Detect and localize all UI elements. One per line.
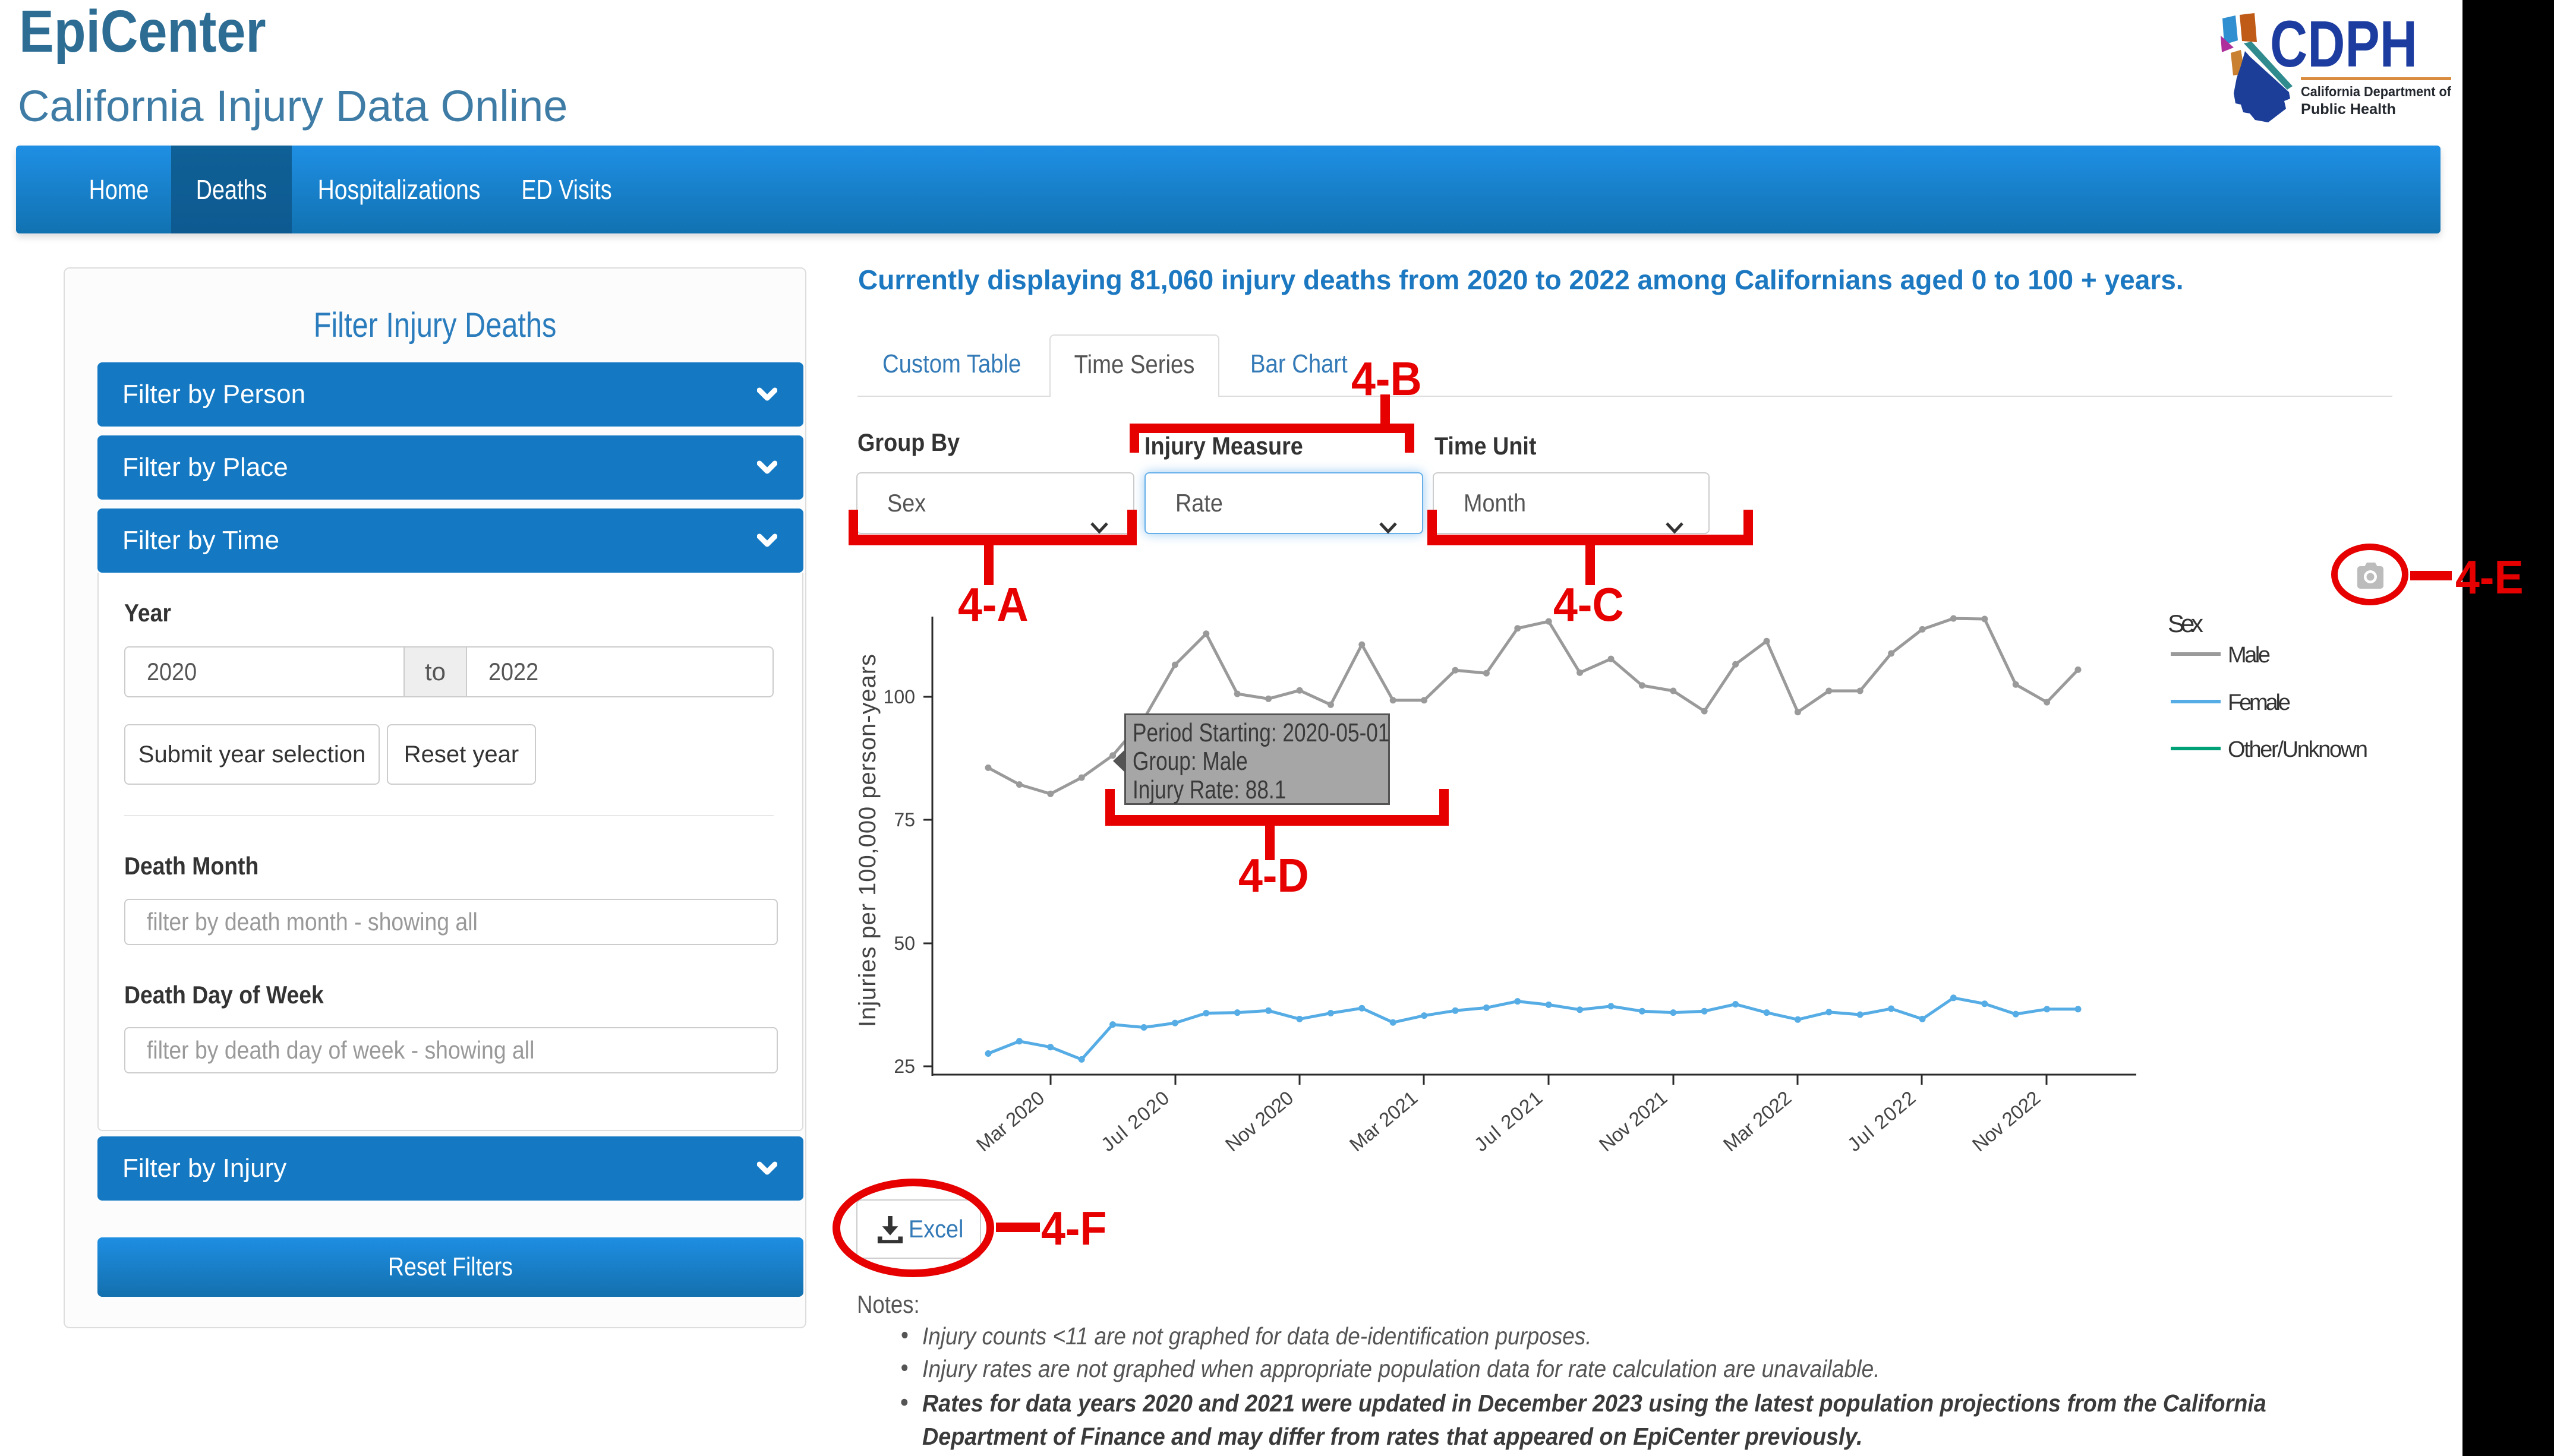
svg-text:50: 50 bbox=[894, 933, 915, 954]
svg-text:Nov 2020: Nov 2020 bbox=[1221, 1087, 1298, 1155]
svg-text:Jul 2020: Jul 2020 bbox=[1097, 1087, 1174, 1155]
svg-text:CDPH: CDPH bbox=[2270, 9, 2417, 81]
svg-text:Injuries per 100,000 person-ye: Injuries per 100,000 person-years bbox=[855, 654, 881, 1027]
svg-text:75: 75 bbox=[894, 809, 915, 830]
svg-text:Male: Male bbox=[2228, 643, 2271, 668]
svg-text:100: 100 bbox=[884, 686, 915, 708]
svg-text:Mar 2022: Mar 2022 bbox=[1719, 1087, 1796, 1155]
svg-text:Public Health: Public Health bbox=[2301, 101, 2396, 118]
svg-text:Nov 2021: Nov 2021 bbox=[1595, 1087, 1672, 1155]
svg-text:Female: Female bbox=[2228, 690, 2291, 715]
svg-text:Mar 2020: Mar 2020 bbox=[972, 1087, 1049, 1155]
svg-text:Nov 2022: Nov 2022 bbox=[1968, 1087, 2045, 1155]
svg-text:Mar 2021: Mar 2021 bbox=[1345, 1087, 1422, 1155]
svg-text:Other/Unknown: Other/Unknown bbox=[2228, 737, 2368, 762]
svg-text:25: 25 bbox=[894, 1056, 915, 1077]
svg-text:Jul 2021: Jul 2021 bbox=[1470, 1087, 1547, 1155]
svg-text:Sex: Sex bbox=[2168, 609, 2203, 637]
svg-text:Jul 2022: Jul 2022 bbox=[1843, 1087, 1920, 1155]
svg-text:California Department of: California Department of bbox=[2301, 84, 2451, 99]
